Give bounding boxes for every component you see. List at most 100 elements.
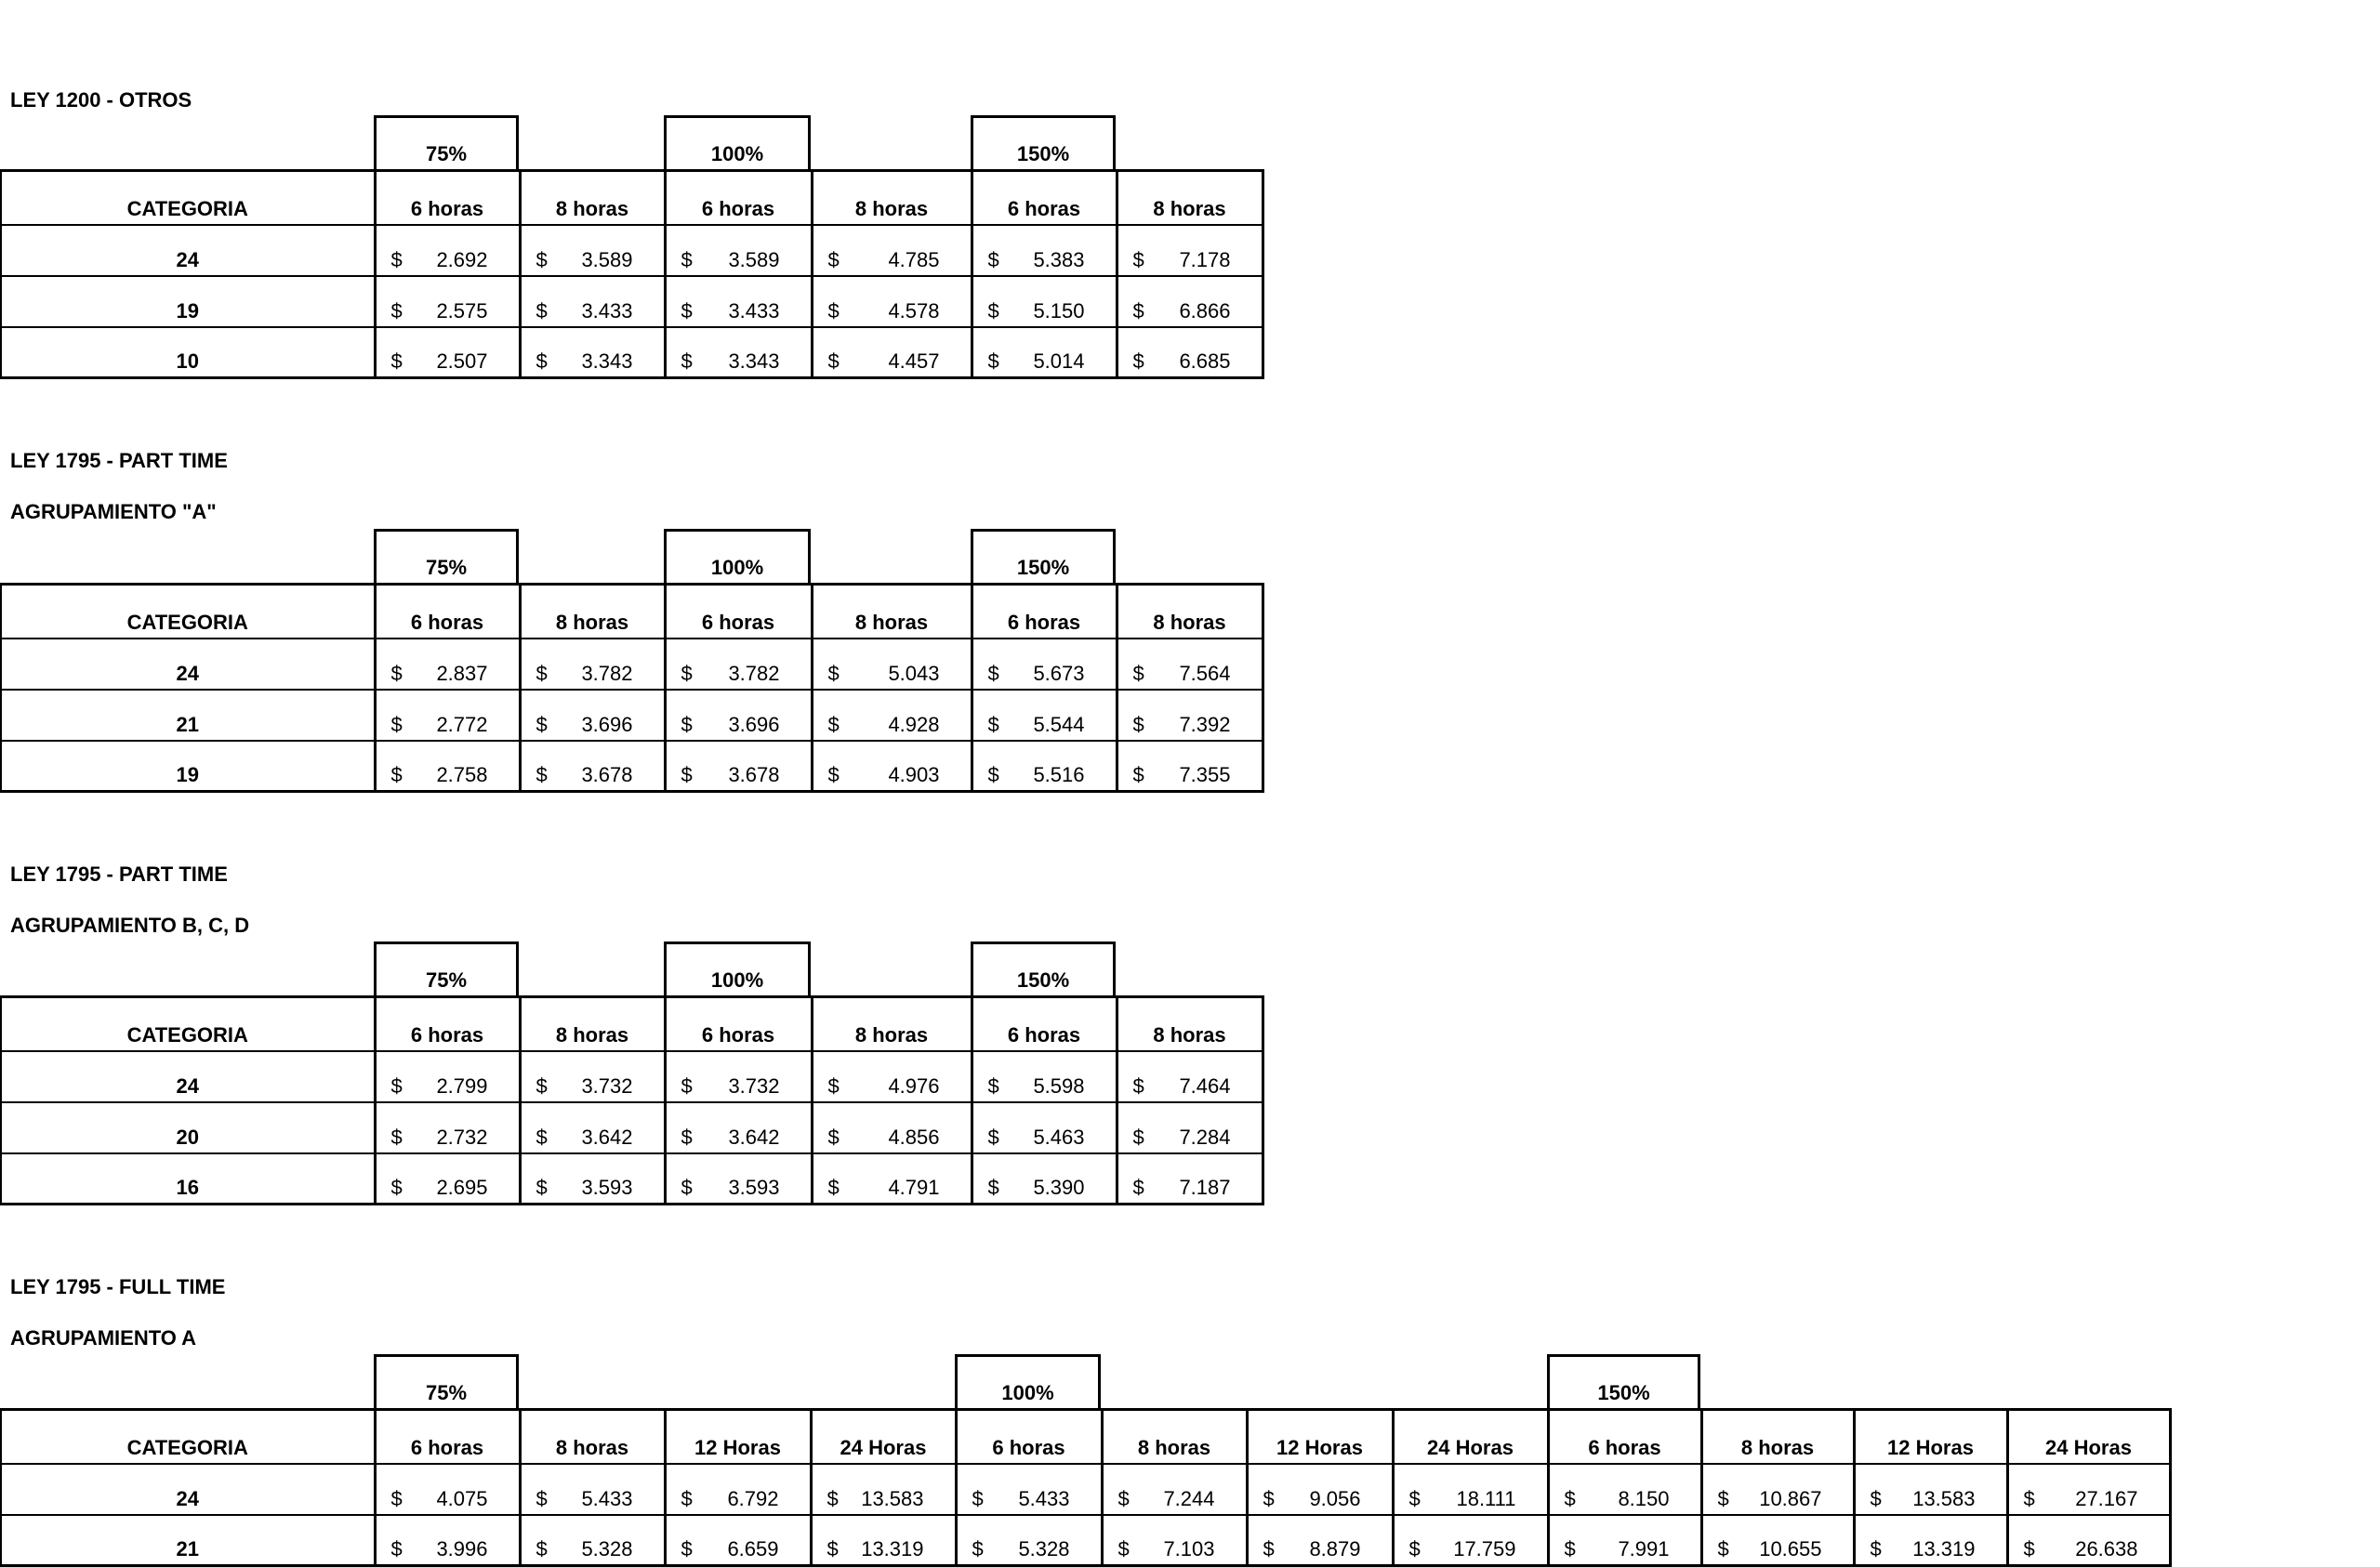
currency-symbol: $ — [1132, 1125, 1144, 1149]
value-cell: $17.759 — [1391, 1514, 1548, 1567]
currency-symbol: $ — [1132, 298, 1144, 323]
amount: 7.244 — [1163, 1486, 1215, 1510]
amount: 10.867 — [1759, 1486, 1822, 1510]
value-cell: $10.867 — [1699, 1463, 1854, 1516]
value-cell: $3.589 — [518, 224, 665, 277]
rates-table: CATEGORIA 6 horas 8 horas 12 Horas 24 Horas 6… — [0, 1408, 2172, 1567]
amount: 3.996 — [436, 1537, 488, 1560]
value-cell: $3.782 — [663, 638, 812, 691]
value-cell: $2.695 — [373, 1152, 520, 1205]
value-cell: $5.433 — [954, 1463, 1102, 1516]
value-cell: $7.178 — [1115, 224, 1264, 277]
currency-symbol: $ — [681, 1073, 693, 1098]
currency-symbol: $ — [1717, 1537, 1729, 1560]
value-cell: $4.903 — [810, 740, 972, 793]
amount: 3.732 — [581, 1073, 633, 1098]
currency-symbol: $ — [827, 661, 840, 685]
table-row: 10 $2.507 $3.343 $3.343 $4.457 $5.014 $6.685 — [0, 326, 1264, 379]
table-row: 19 $2.758 $3.678 $3.678 $4.903 $5.516 $7.355 — [0, 740, 1264, 793]
value-cell: $4.856 — [810, 1101, 972, 1154]
section-subtitle: AGRUPAMIENTO A — [10, 1326, 197, 1350]
amount: 3.782 — [581, 661, 633, 685]
amount: 4.903 — [888, 763, 940, 786]
amount: 4.075 — [436, 1486, 488, 1510]
section-title: LEY 1795 - PART TIME — [10, 863, 228, 886]
currency-symbol: $ — [390, 763, 403, 786]
currency-symbol: $ — [536, 1176, 548, 1199]
column-header: 8 horas — [810, 995, 972, 1052]
column-header: 8 horas — [518, 995, 665, 1052]
amount: 3.782 — [728, 661, 780, 685]
amount: 8.150 — [1618, 1486, 1670, 1510]
amount: 13.319 — [1912, 1537, 1976, 1560]
amount: 5.516 — [1033, 763, 1085, 786]
column-header: 8 horas — [1115, 995, 1264, 1052]
currency-symbol: $ — [390, 1176, 403, 1199]
amount: 5.043 — [888, 661, 940, 685]
value-cell: $5.516 — [970, 740, 1117, 793]
value-cell: $4.976 — [810, 1050, 972, 1103]
amount: 3.593 — [581, 1176, 633, 1199]
currency-symbol: $ — [987, 661, 999, 685]
percent-header: 75% — [374, 1354, 519, 1408]
amount: 3.433 — [728, 298, 780, 323]
table-row: 21 $2.772 $3.696 $3.696 $4.928 $5.544 $7.392 — [0, 689, 1264, 742]
value-cell: $2.758 — [373, 740, 520, 793]
value-cell: $8.150 — [1546, 1463, 1701, 1516]
amount: 2.772 — [436, 712, 488, 736]
amount: 13.583 — [1912, 1486, 1976, 1510]
amount: 3.642 — [728, 1125, 780, 1149]
amount: 7.991 — [1618, 1537, 1670, 1560]
category-header: CATEGORIA — [0, 995, 375, 1052]
currency-symbol: $ — [390, 1537, 403, 1560]
amount: 5.150 — [1033, 298, 1085, 323]
percent-header: 75% — [374, 942, 519, 995]
amount: 4.928 — [888, 712, 940, 736]
value-cell: $5.598 — [970, 1050, 1117, 1103]
currency-symbol: $ — [1870, 1486, 1882, 1510]
currency-symbol: $ — [390, 349, 403, 373]
percent-header: 150% — [971, 115, 1116, 169]
table-row: 24 $2.799 $3.732 $3.732 $4.976 $5.598 $7.464 — [0, 1050, 1264, 1103]
currency-symbol: $ — [1132, 661, 1144, 685]
currency-symbol: $ — [826, 1537, 839, 1560]
amount: 3.589 — [728, 247, 780, 271]
amount: 7.392 — [1179, 712, 1231, 736]
currency-symbol: $ — [536, 661, 548, 685]
currency-symbol: $ — [536, 1125, 548, 1149]
column-header: 12 Horas — [1852, 1408, 2007, 1465]
amount: 2.799 — [436, 1073, 488, 1098]
value-cell: $2.692 — [373, 224, 520, 277]
amount: 3.678 — [728, 763, 780, 786]
amount: 5.433 — [581, 1486, 633, 1510]
amount: 5.328 — [581, 1537, 633, 1560]
value-cell: $4.791 — [810, 1152, 972, 1205]
amount: 8.879 — [1309, 1537, 1361, 1560]
currency-symbol: $ — [536, 349, 548, 373]
column-header: 6 horas — [663, 169, 812, 226]
amount: 2.692 — [436, 247, 488, 271]
rates-table: CATEGORIA 6 horas 8 horas 6 horas 8 horas 6 h… — [0, 169, 1264, 379]
percent-header: 150% — [971, 529, 1116, 583]
currency-symbol: $ — [827, 247, 840, 271]
column-header: 8 horas — [1699, 1408, 1854, 1465]
currency-symbol: $ — [1870, 1537, 1882, 1560]
value-cell: $7.392 — [1115, 689, 1264, 742]
currency-symbol: $ — [1132, 763, 1144, 786]
amount: 6.792 — [727, 1486, 779, 1510]
value-cell: $3.732 — [663, 1050, 812, 1103]
percent-header: 100% — [664, 942, 811, 995]
value-cell: $3.433 — [518, 275, 665, 328]
column-header: 8 horas — [1100, 1408, 1247, 1465]
column-header: 6 horas — [373, 1408, 520, 1465]
section-subtitle: AGRUPAMIENTO "A" — [10, 500, 217, 523]
value-cell: $3.696 — [518, 689, 665, 742]
amount: 2.507 — [436, 349, 488, 373]
amount: 5.463 — [1033, 1125, 1085, 1149]
category-cell: 20 — [0, 1101, 375, 1154]
value-cell: $7.991 — [1546, 1514, 1701, 1567]
table-row: 24 $4.075 $5.433 $6.792 $13.583 $5.433 $7.244 $… — [0, 1463, 2172, 1516]
value-cell: $6.866 — [1115, 275, 1264, 328]
amount: 2.732 — [436, 1125, 488, 1149]
table-row: 19 $2.575 $3.433 $3.433 $4.578 $5.150 $6.866 — [0, 275, 1264, 328]
